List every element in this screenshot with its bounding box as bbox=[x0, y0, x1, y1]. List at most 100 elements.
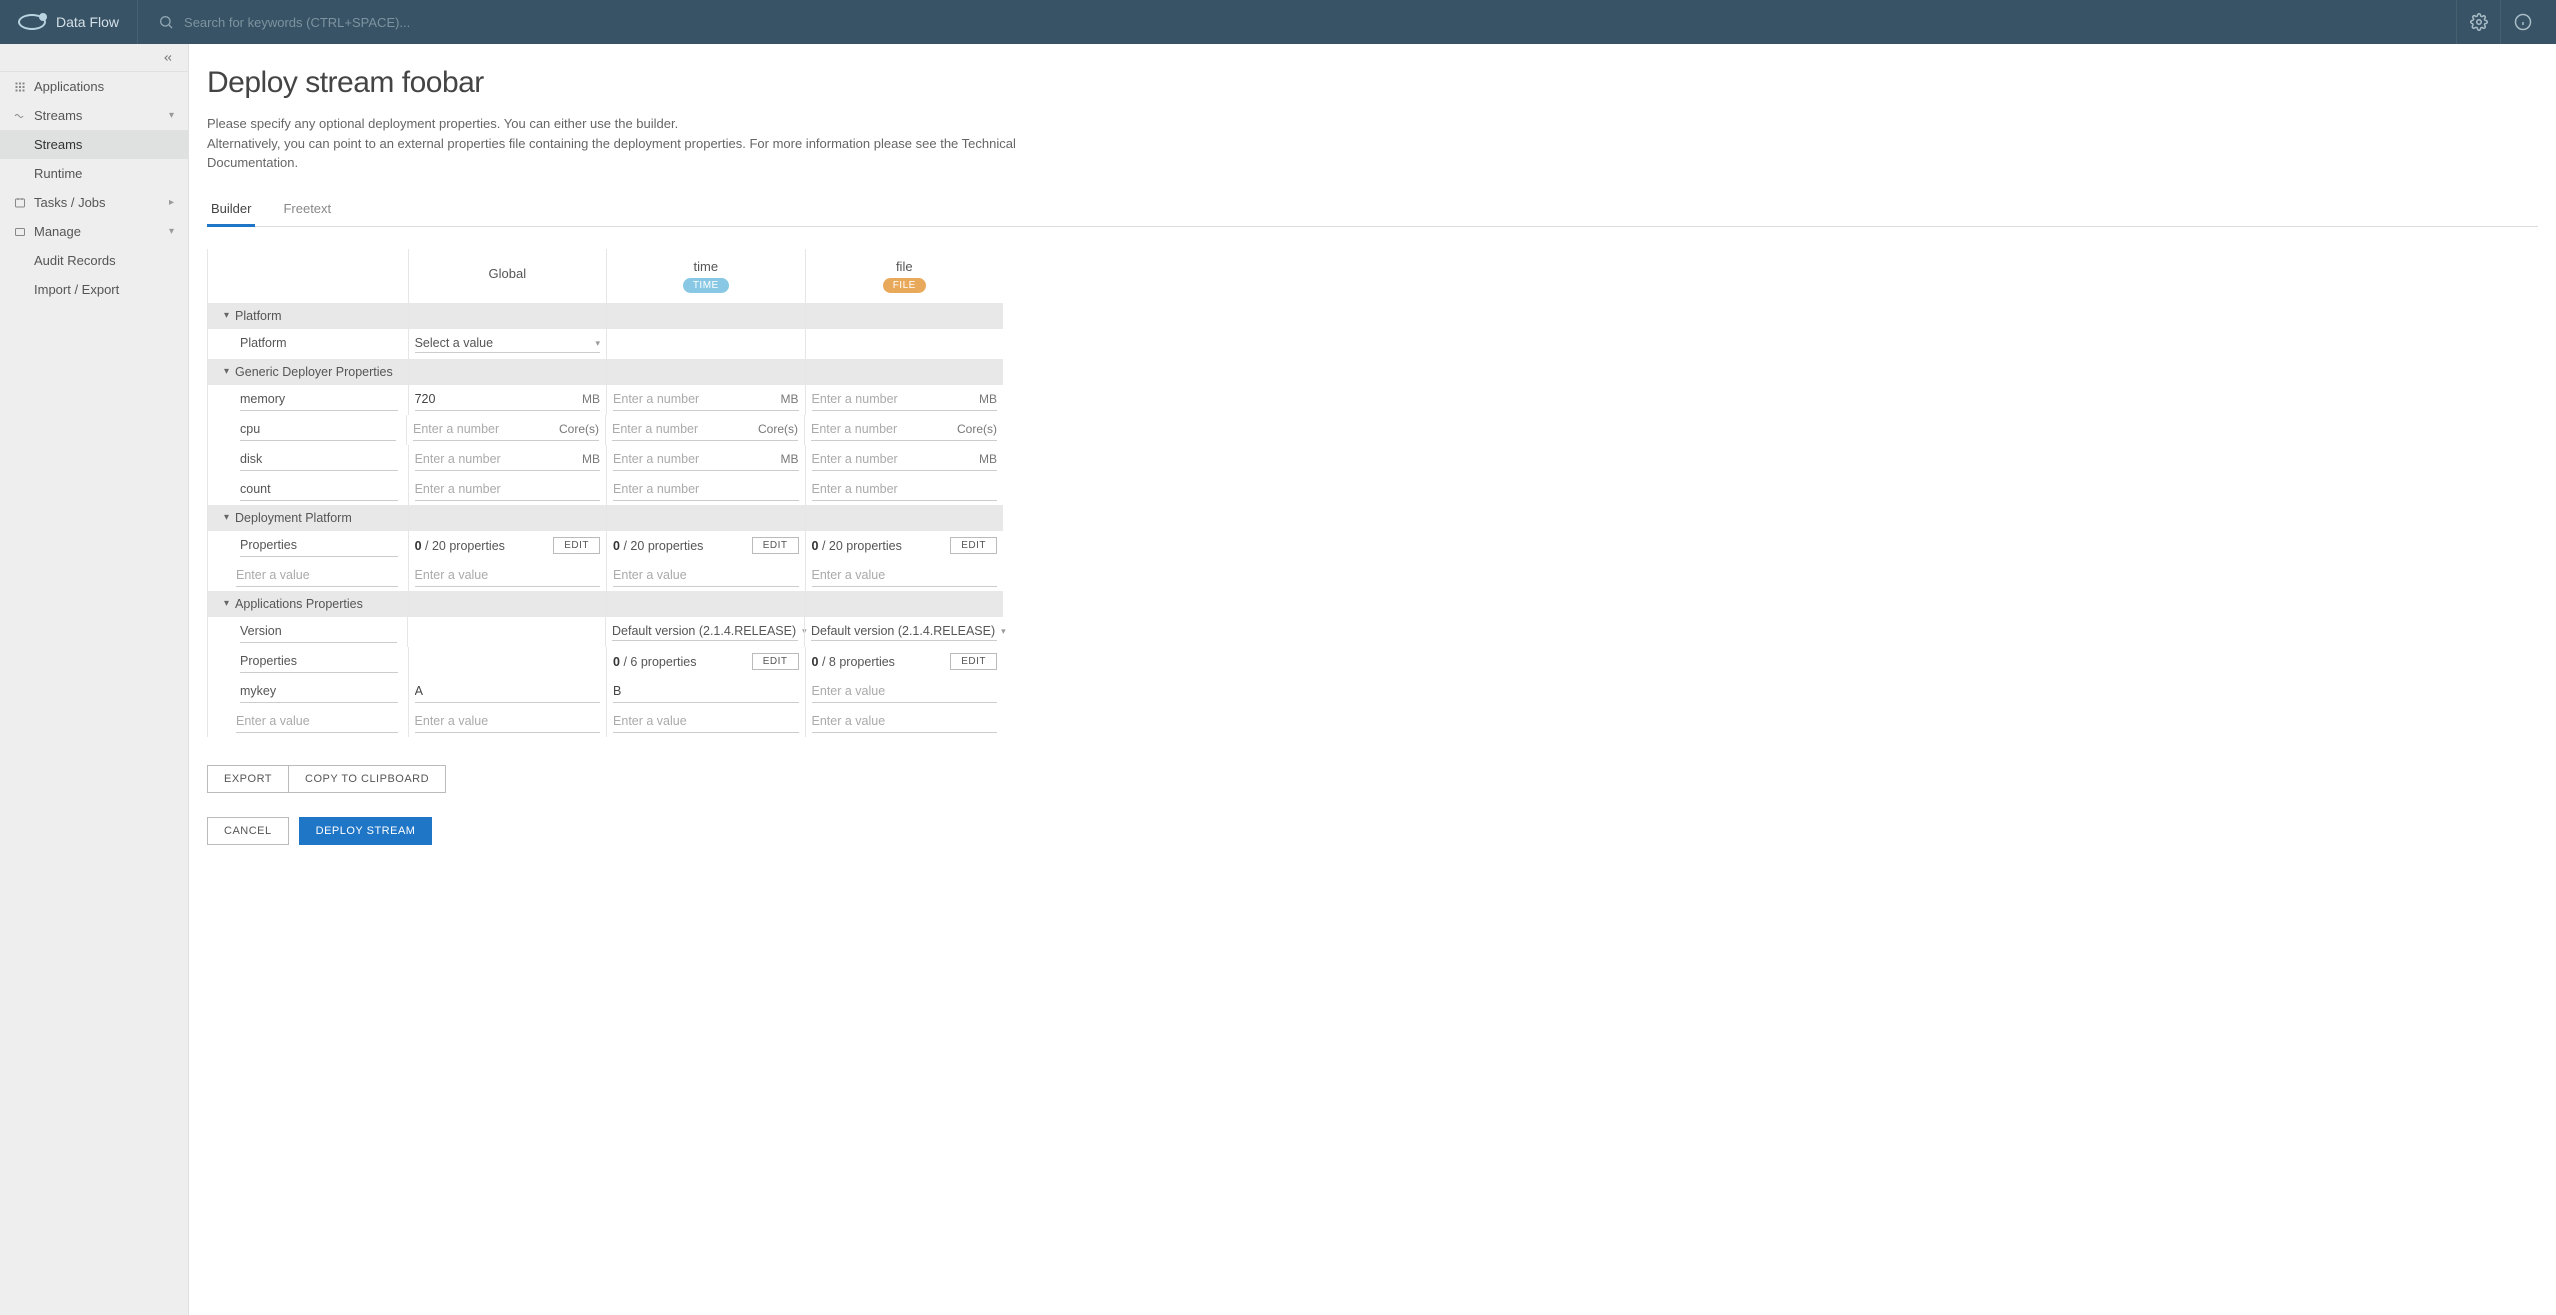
app-newkey-time-input[interactable] bbox=[613, 712, 798, 730]
chevron-right-icon: ▸ bbox=[169, 197, 174, 208]
info-button[interactable] bbox=[2500, 0, 2544, 44]
row-platform: Platform Select a value ▾ bbox=[208, 329, 1003, 359]
count-time-input[interactable] bbox=[613, 480, 798, 498]
mykey-time bbox=[606, 677, 804, 707]
newkey-file bbox=[805, 561, 1003, 591]
section-deployment[interactable]: ▾ Deployment Platform bbox=[208, 505, 1003, 531]
memory-global-input[interactable] bbox=[415, 390, 578, 408]
count-file-input[interactable] bbox=[812, 480, 997, 498]
app-newkey-global-input[interactable] bbox=[415, 712, 600, 730]
row-newkey-label bbox=[208, 561, 408, 591]
sidebar-item-streams[interactable]: Streams ▾ bbox=[0, 101, 188, 130]
sidebar-item-import-export[interactable]: Import / Export bbox=[0, 275, 188, 304]
section-appprops[interactable]: ▾ Applications Properties bbox=[208, 591, 1003, 617]
count-global-input[interactable] bbox=[415, 480, 600, 498]
mykey-file-input[interactable] bbox=[812, 682, 997, 700]
section-header: ▾ Applications Properties bbox=[208, 591, 408, 617]
platform-select[interactable]: Select a value ▾ bbox=[415, 334, 600, 353]
cancel-button[interactable]: CANCEL bbox=[207, 817, 289, 845]
row-label-text: mykey bbox=[240, 684, 276, 698]
prop-count: 0 / 20 properties bbox=[613, 539, 703, 553]
newkey-time-input[interactable] bbox=[613, 566, 798, 584]
column-header-label: file bbox=[896, 259, 913, 274]
row-dep-properties: Properties 0 / 20 properties EDIT 0 / 20… bbox=[208, 531, 1003, 561]
select-value: Default version (2.1.4.RELEASE) bbox=[612, 624, 796, 638]
mykey-time-input[interactable] bbox=[613, 682, 798, 700]
info-icon bbox=[2514, 13, 2532, 31]
newkey-time bbox=[606, 561, 804, 591]
row-label: mykey bbox=[208, 677, 408, 707]
sidebar-collapse-button[interactable] bbox=[0, 44, 188, 72]
section-col bbox=[408, 505, 606, 531]
sidebar-item-applications[interactable]: Applications bbox=[0, 72, 188, 101]
grid-icon bbox=[14, 81, 26, 93]
empty-cell bbox=[606, 329, 804, 359]
edit-button[interactable]: EDIT bbox=[752, 537, 799, 554]
disk-global-input[interactable] bbox=[415, 450, 578, 468]
edit-button[interactable]: EDIT bbox=[553, 537, 600, 554]
brand-title: Data Flow bbox=[56, 14, 119, 30]
edit-button[interactable]: EDIT bbox=[950, 653, 997, 670]
edit-button[interactable]: EDIT bbox=[950, 537, 997, 554]
deploy-stream-button[interactable]: DEPLOY STREAM bbox=[299, 817, 433, 845]
disk-time-input[interactable] bbox=[613, 450, 776, 468]
section-col bbox=[408, 303, 606, 329]
chevron-down-icon: ▾ bbox=[169, 226, 174, 237]
mykey-global-input[interactable] bbox=[415, 682, 600, 700]
sidebar: Applications Streams ▾ Streams Runtime T… bbox=[0, 44, 189, 1315]
tab-freetext[interactable]: Freetext bbox=[279, 193, 335, 226]
section-title: Generic Deployer Properties bbox=[235, 365, 393, 379]
section-col bbox=[805, 591, 1003, 617]
version-file-select[interactable]: Default version (2.1.4.RELEASE) ▾ bbox=[811, 622, 997, 641]
section-platform[interactable]: ▾ Platform bbox=[208, 303, 1003, 329]
badge-file: FILE bbox=[883, 278, 926, 293]
section-header: ▾ Platform bbox=[208, 303, 408, 329]
section-col bbox=[606, 505, 804, 531]
section-header: ▾ Deployment Platform bbox=[208, 505, 408, 531]
sidebar-item-audit[interactable]: Audit Records bbox=[0, 246, 188, 275]
cpu-global-cell: Core(s) bbox=[406, 415, 605, 445]
copy-to-clipboard-button[interactable]: COPY TO CLIPBOARD bbox=[289, 765, 446, 793]
newkey-input[interactable] bbox=[236, 566, 398, 584]
version-time-select[interactable]: Default version (2.1.4.RELEASE) ▾ bbox=[612, 622, 798, 641]
sidebar-item-label: Streams bbox=[34, 108, 82, 123]
cpu-time-input[interactable] bbox=[612, 420, 754, 438]
section-title: Deployment Platform bbox=[235, 511, 352, 525]
memory-file-input[interactable] bbox=[812, 390, 975, 408]
cpu-global-input[interactable] bbox=[413, 420, 555, 438]
settings-button[interactable] bbox=[2456, 0, 2500, 44]
gear-icon bbox=[2470, 13, 2488, 31]
sidebar-item-tasks[interactable]: Tasks / Jobs ▸ bbox=[0, 188, 188, 217]
unit-label: MB bbox=[975, 452, 997, 466]
edit-button[interactable]: EDIT bbox=[752, 653, 799, 670]
memory-time-input[interactable] bbox=[613, 390, 776, 408]
app-newkey-input[interactable] bbox=[236, 712, 398, 730]
section-col bbox=[606, 359, 804, 385]
disk-global-cell: MB bbox=[408, 445, 606, 475]
cpu-file-input[interactable] bbox=[811, 420, 953, 438]
app-newkey-file-input[interactable] bbox=[812, 712, 997, 730]
newkey-global-input[interactable] bbox=[415, 566, 600, 584]
section-col bbox=[606, 303, 804, 329]
dep-props-file: 0 / 20 properties EDIT bbox=[805, 531, 1003, 561]
mykey-global bbox=[408, 677, 606, 707]
tabs: Builder Freetext bbox=[207, 193, 2538, 227]
tab-builder[interactable]: Builder bbox=[207, 193, 255, 227]
sidebar-item-streams-sub[interactable]: Streams bbox=[0, 130, 188, 159]
sidebar-item-label: Manage bbox=[34, 224, 81, 239]
unit-label: MB bbox=[975, 392, 997, 406]
newkey-file-input[interactable] bbox=[812, 566, 997, 584]
chevron-down-icon: ▾ bbox=[596, 338, 601, 349]
sidebar-item-manage[interactable]: Manage ▾ bbox=[0, 217, 188, 246]
sidebar-item-runtime[interactable]: Runtime bbox=[0, 159, 188, 188]
row-label-text: Properties bbox=[240, 538, 297, 552]
version-time: Default version (2.1.4.RELEASE) ▾ bbox=[605, 617, 804, 647]
search-input[interactable] bbox=[184, 15, 2456, 30]
chevron-down-icon: ▾ bbox=[169, 110, 174, 121]
export-button[interactable]: EXPORT bbox=[207, 765, 289, 793]
count-global-cell bbox=[408, 475, 606, 505]
section-generic[interactable]: ▾ Generic Deployer Properties bbox=[208, 359, 1003, 385]
section-col bbox=[408, 591, 606, 617]
disk-file-input[interactable] bbox=[812, 450, 975, 468]
row-label: Properties bbox=[208, 531, 408, 561]
